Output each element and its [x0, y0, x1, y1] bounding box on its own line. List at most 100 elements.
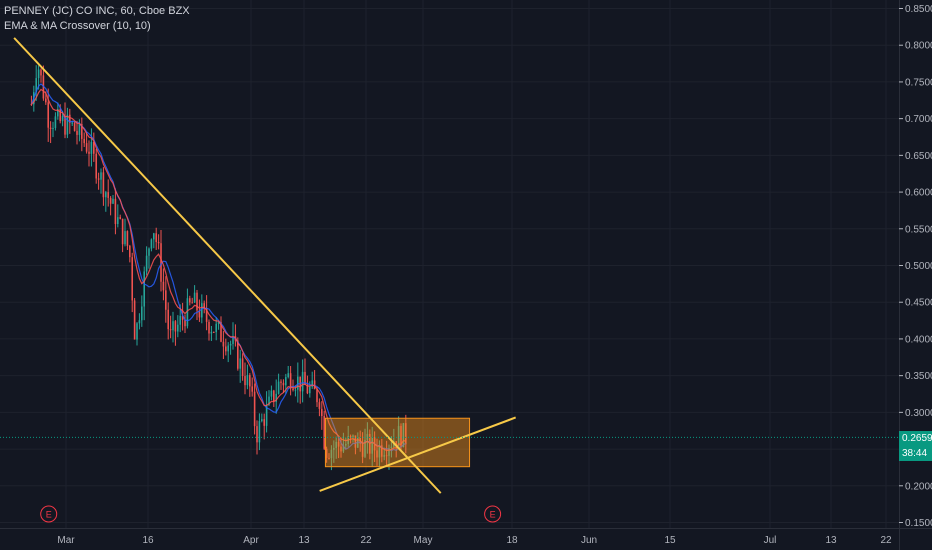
candle-body	[54, 116, 57, 129]
earnings-marker	[484, 505, 502, 523]
candle-body	[148, 248, 150, 256]
candle-body	[316, 389, 318, 403]
candle-body	[275, 393, 278, 402]
candle-body	[366, 433, 369, 440]
candle-body	[381, 445, 383, 457]
candle-body	[186, 298, 189, 327]
candle-body	[225, 346, 227, 352]
candle-body	[136, 323, 138, 340]
candle-body	[160, 243, 162, 282]
candle-body	[294, 389, 297, 391]
last-price-value: 0.2659	[902, 433, 932, 444]
candle-body	[205, 308, 208, 322]
candle-body	[306, 384, 309, 394]
candle-body	[49, 127, 52, 129]
time-tick-label: May	[414, 535, 433, 546]
candle-body	[215, 323, 218, 333]
candle-body	[354, 435, 357, 448]
candle-body	[292, 388, 294, 391]
candle-body	[181, 315, 184, 320]
candle-body	[371, 437, 374, 454]
last-price-tag: 0.2659	[899, 431, 932, 446]
indicator-title[interactable]: EMA & MA Crossover (10, 10)	[4, 20, 151, 32]
earnings-marker	[40, 505, 58, 523]
candle-body	[30, 103, 33, 105]
earnings-marker-label: E	[46, 510, 52, 520]
candle-body	[191, 302, 194, 304]
symbol-title[interactable]: PENNEY (JC) CO INC, 60, Cboe BZX	[4, 5, 190, 17]
candle-body	[345, 443, 347, 446]
candle-body	[76, 130, 78, 135]
candle-body	[227, 345, 230, 352]
candle-body	[66, 114, 69, 135]
candle-body	[83, 138, 86, 144]
candle-body	[174, 321, 177, 332]
time-tick-label: 13	[298, 535, 310, 546]
candle-body	[165, 290, 167, 310]
candle-body	[184, 319, 186, 327]
downtrend-line	[13, 37, 442, 494]
candle-body	[220, 322, 222, 342]
candle-body	[177, 324, 179, 332]
candle-body	[333, 447, 335, 450]
candle-body	[40, 69, 42, 76]
candle-body	[145, 255, 148, 272]
candle-body	[222, 341, 225, 347]
candle-body	[241, 358, 244, 377]
candle-body	[268, 396, 270, 405]
candle-body	[378, 445, 381, 458]
candle-body	[388, 448, 390, 456]
candle-body	[153, 233, 155, 240]
candle-body	[93, 141, 95, 154]
candle-body	[402, 423, 405, 448]
candle-body	[246, 375, 249, 386]
candle-body	[277, 381, 280, 394]
candle-body	[45, 98, 47, 103]
candle-body	[397, 426, 400, 447]
candle-body	[265, 404, 268, 426]
candle-body	[143, 271, 146, 307]
candle-body	[150, 239, 153, 249]
ema-line	[30, 88, 406, 452]
candle-body	[213, 331, 215, 333]
candle-body	[198, 310, 201, 318]
candle-body	[172, 321, 174, 331]
candle-body	[232, 336, 234, 345]
candle-body	[90, 141, 93, 154]
candle-body	[52, 128, 54, 130]
candle-body	[280, 381, 282, 383]
candle-body	[405, 423, 407, 445]
candle-body	[289, 373, 292, 389]
candle-body	[112, 198, 114, 204]
candle-body	[318, 402, 321, 409]
candle-body	[155, 233, 158, 243]
candle-body	[311, 380, 314, 387]
candle-body	[71, 122, 74, 124]
time-tick-label: 15	[664, 535, 676, 546]
candle-body	[237, 340, 239, 369]
candle-body	[297, 376, 299, 390]
candle-body	[64, 116, 66, 135]
candle-body	[285, 377, 287, 386]
candle-body	[256, 426, 258, 443]
candle-body	[383, 455, 386, 457]
candle-body	[309, 386, 311, 394]
candle-body	[133, 300, 136, 340]
candle-body	[376, 450, 378, 458]
candle-body	[217, 322, 220, 324]
candle-body	[313, 380, 316, 390]
candle-body	[270, 390, 273, 397]
candle-body	[102, 172, 105, 198]
candle-body	[85, 143, 88, 152]
